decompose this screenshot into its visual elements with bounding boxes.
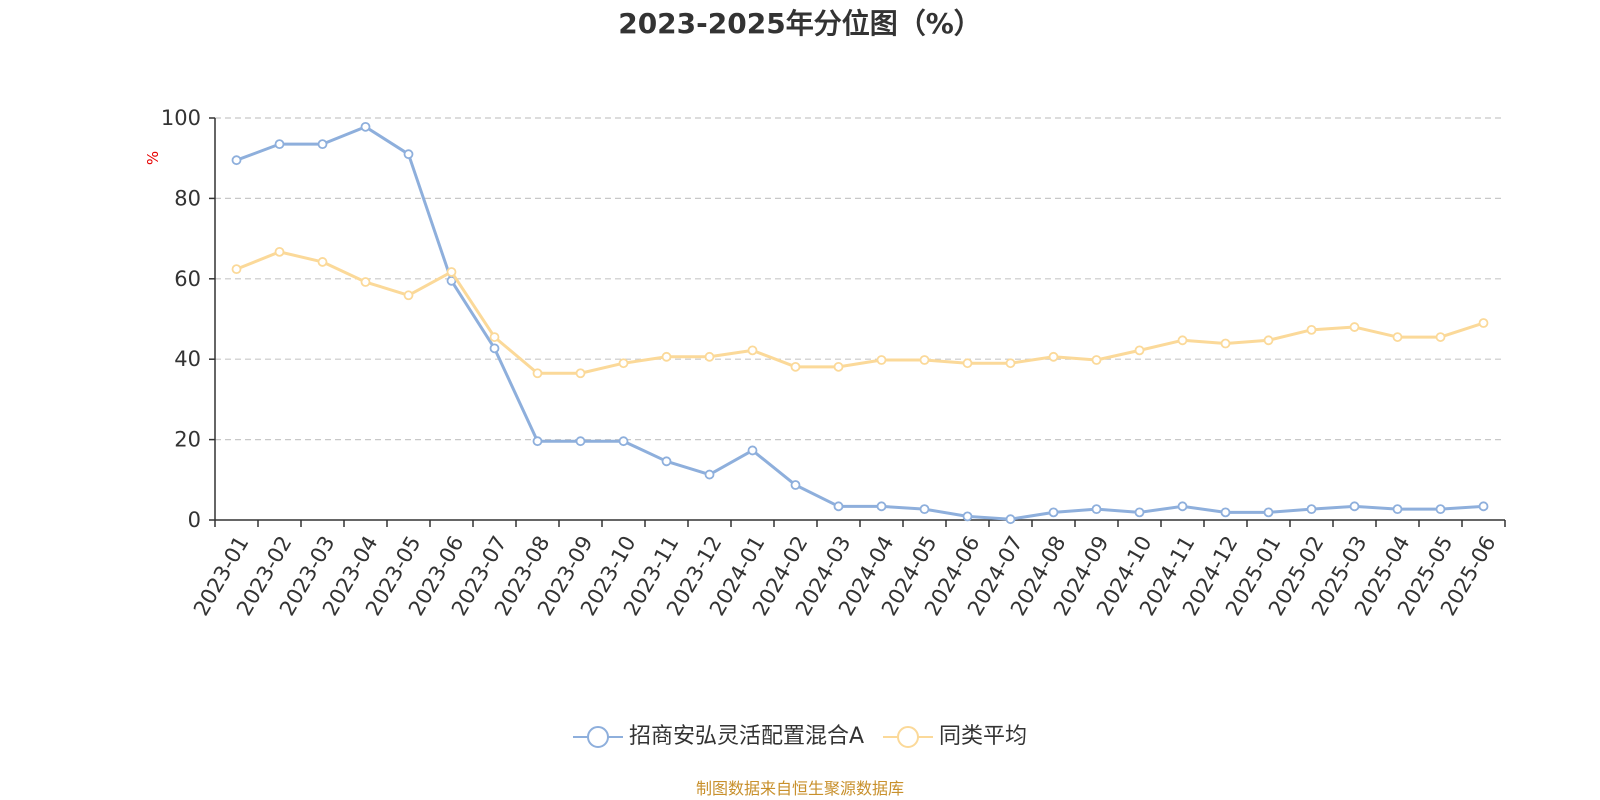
data-point — [1478, 501, 1489, 512]
data-point — [1134, 345, 1145, 356]
data-point — [1435, 332, 1446, 342]
legend: 招商安弘灵活配置混合A 同类平均 — [0, 722, 1600, 758]
source-note: 制图数据来自恒生聚源数据库 — [695, 779, 904, 798]
legend-line-circle-icon — [572, 726, 623, 748]
data-point — [876, 355, 887, 365]
data-point — [1263, 335, 1274, 346]
data-point — [274, 246, 285, 257]
series-lines — [231, 121, 1489, 525]
data-point — [1048, 507, 1059, 518]
data-point — [1005, 514, 1016, 525]
legend-item-fund[interactable]: 招商安弘灵活配置混合A — [572, 722, 865, 752]
data-point — [704, 469, 715, 480]
data-point — [919, 355, 930, 365]
data-point — [575, 436, 586, 447]
data-point — [1263, 507, 1274, 518]
data-point — [704, 351, 715, 362]
chart-title: 2023-2025年分位图（%） — [618, 7, 982, 40]
data-point — [446, 267, 457, 277]
series-line-2 — [235, 250, 1485, 375]
data-point — [1177, 501, 1188, 512]
y-axis-label: % — [144, 151, 162, 165]
data-point — [1306, 324, 1317, 335]
data-point — [747, 445, 758, 456]
y-tick-label: 80 — [174, 186, 201, 210]
y-tick-label: 0 — [188, 508, 201, 532]
data-point — [360, 121, 371, 132]
data-point — [317, 139, 328, 150]
data-point — [231, 155, 242, 166]
data-point — [876, 501, 887, 512]
data-point — [747, 345, 758, 356]
data-point — [231, 264, 242, 275]
series-line-1 — [235, 125, 1485, 521]
legend-label-fund: 招商安弘灵活配置混合A — [628, 724, 865, 749]
data-point — [360, 277, 371, 287]
data-point — [1349, 501, 1360, 512]
data-point — [790, 361, 801, 372]
data-point — [532, 436, 543, 447]
data-point — [1220, 338, 1231, 349]
legend-item-average[interactable]: 同类平均 — [883, 722, 1027, 752]
data-point — [1306, 504, 1317, 515]
data-point — [1091, 504, 1102, 515]
data-point — [618, 436, 629, 447]
grid-lines — [215, 117, 1505, 441]
data-point — [1220, 507, 1231, 518]
data-point — [532, 368, 543, 379]
data-point — [403, 149, 414, 160]
data-point — [1349, 322, 1360, 332]
data-point — [962, 511, 973, 522]
data-point — [1392, 504, 1403, 515]
axis-labels: 0204060801002023-012023-022023-032023-04… — [144, 106, 1501, 620]
data-point — [1091, 355, 1102, 365]
data-point — [1435, 504, 1446, 515]
data-point — [1478, 318, 1489, 328]
data-point — [1177, 335, 1188, 346]
data-point — [661, 456, 672, 467]
data-point — [1005, 358, 1016, 369]
data-point — [919, 504, 930, 515]
data-point — [790, 480, 801, 490]
data-point — [1392, 332, 1403, 342]
data-point — [618, 358, 629, 369]
data-point — [489, 343, 500, 354]
legend-label-average: 同类平均 — [939, 724, 1028, 749]
y-tick-label: 40 — [174, 347, 201, 371]
data-point — [403, 290, 414, 301]
data-point — [833, 361, 844, 372]
y-tick-label: 60 — [174, 267, 201, 291]
data-point — [489, 332, 500, 342]
data-point — [1134, 507, 1145, 518]
data-point — [962, 358, 973, 369]
legend-line-circle-icon — [883, 726, 934, 748]
axes — [209, 117, 1506, 527]
y-tick-label: 20 — [174, 428, 201, 452]
data-point — [317, 257, 328, 267]
data-point — [274, 139, 285, 150]
y-tick-label: 100 — [161, 106, 201, 130]
data-point — [661, 351, 672, 362]
data-point — [833, 501, 844, 512]
data-point — [1048, 351, 1059, 362]
data-point — [575, 368, 586, 379]
